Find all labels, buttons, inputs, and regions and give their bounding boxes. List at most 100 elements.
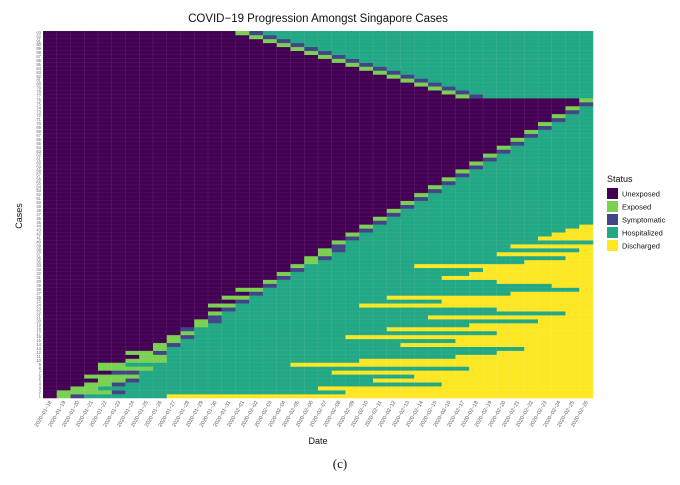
- cell-case-47-symptomatic: [386, 212, 401, 217]
- cell-case-34-hospitalized: [304, 263, 415, 269]
- cell-case-11-hospitalized: [166, 354, 456, 359]
- cell-case-84-exposed: [359, 66, 374, 71]
- cell-case-78-exposed: [441, 90, 456, 95]
- cell-case-13-discharged: [524, 346, 594, 351]
- y-tick-label: 80: [36, 82, 41, 87]
- cell-case-30-discharged: [496, 279, 594, 284]
- cell-case-63-hospitalized: [510, 149, 594, 154]
- y-tick-label: 81: [36, 78, 41, 83]
- cell-case-26-exposed: [221, 295, 250, 300]
- cell-case-29-discharged: [551, 283, 594, 288]
- y-tick-label: 59: [36, 165, 41, 170]
- cell-case-7-symptomatic: [111, 370, 140, 375]
- cell-case-18-hospitalized: [194, 326, 388, 332]
- cell-case-61-unexposed: [43, 157, 484, 162]
- cell-case-43-hospitalized: [373, 228, 566, 233]
- y-tick-label: 22: [36, 311, 41, 316]
- cell-case-68-unexposed: [43, 129, 525, 134]
- cell-case-60-hospitalized: [483, 161, 594, 166]
- cell-case-21-symptomatic: [208, 315, 223, 320]
- cell-case-50-hospitalized: [414, 200, 594, 205]
- cell-case-74-unexposed: [43, 105, 566, 111]
- cell-case-90-unexposed: [43, 42, 278, 48]
- cell-case-77-exposed: [455, 94, 470, 99]
- cell-case-1-hospitalized: [84, 394, 168, 399]
- cell-case-85-hospitalized: [373, 62, 594, 67]
- y-tick-label: 3: [39, 386, 42, 391]
- legend-label-hospitalized: Hospitalized: [622, 229, 663, 238]
- cell-case-36-exposed: [304, 255, 319, 261]
- y-tick-label: 27: [36, 291, 41, 296]
- cell-case-78-symptomatic: [455, 90, 470, 95]
- cell-case-17-exposed: [180, 330, 195, 336]
- cell-case-4-discharged: [441, 382, 594, 387]
- cell-case-2-discharged: [345, 390, 594, 395]
- y-tick-label: 2: [39, 389, 42, 394]
- cell-case-2-symptomatic: [111, 390, 126, 395]
- cell-case-7-hospitalized: [139, 370, 333, 375]
- y-tick-label: 30: [36, 279, 41, 284]
- cell-case-42-hospitalized: [359, 232, 553, 237]
- y-tick-label: 51: [36, 196, 41, 201]
- cell-case-42-unexposed: [43, 232, 346, 237]
- cell-case-77-unexposed: [43, 94, 456, 99]
- y-axis-label: Cases: [14, 203, 24, 229]
- y-tick-label: 41: [36, 236, 41, 241]
- y-tick-label: 65: [36, 141, 41, 146]
- cell-case-47-hospitalized: [400, 212, 594, 217]
- cell-case-38-unexposed: [43, 248, 319, 253]
- cell-case-44-unexposed: [43, 224, 360, 229]
- y-tick-labels: 1234567891011121314151617181920212223242…: [36, 30, 41, 398]
- cell-case-25-symptomatic: [235, 299, 250, 304]
- cell-case-89-symptomatic: [304, 46, 319, 52]
- legend-swatch-hospitalized: [607, 227, 618, 238]
- cell-case-87-symptomatic: [331, 54, 346, 59]
- cell-case-84-symptomatic: [373, 66, 388, 71]
- cell-case-32-hospitalized: [290, 271, 470, 276]
- cell-case-70-exposed: [538, 121, 553, 127]
- cell-case-55-symptomatic: [441, 180, 456, 186]
- legend-label-symptomatic: Symptomatic: [622, 216, 666, 225]
- y-tick-label: 29: [36, 283, 41, 288]
- cell-case-85-exposed: [345, 62, 360, 67]
- y-tick-label: 44: [36, 224, 41, 229]
- cell-case-35-unexposed: [43, 259, 305, 265]
- y-tick-label: 90: [36, 42, 41, 47]
- cell-case-5-exposed: [98, 378, 126, 383]
- cell-case-83-unexposed: [43, 70, 374, 75]
- cell-case-1-unexposed: [43, 394, 58, 399]
- cell-case-71-symptomatic: [551, 117, 566, 123]
- cell-case-27-discharged: [510, 291, 594, 296]
- y-tick-label: 24: [36, 303, 41, 308]
- cell-case-5-unexposed: [43, 378, 99, 383]
- cell-case-17-hospitalized: [194, 330, 498, 336]
- cell-case-65-hospitalized: [524, 141, 594, 146]
- cell-case-1-exposed: [56, 394, 71, 399]
- cell-case-73-symptomatic: [565, 109, 580, 115]
- cell-case-80-unexposed: [43, 82, 415, 87]
- cell-case-12-exposed: [125, 350, 154, 355]
- cell-case-84-hospitalized: [386, 66, 594, 71]
- cell-case-14-exposed: [153, 342, 168, 347]
- cell-case-37-unexposed: [43, 251, 319, 257]
- cell-case-37-hospitalized: [331, 251, 498, 257]
- cell-case-45-unexposed: [43, 220, 374, 225]
- cell-case-58-exposed: [455, 169, 470, 174]
- cell-case-17-unexposed: [43, 330, 181, 336]
- y-tick-label: 89: [36, 46, 41, 51]
- cell-case-72-exposed: [551, 113, 566, 119]
- cell-case-41-unexposed: [43, 236, 346, 241]
- cell-case-15-hospitalized: [180, 338, 456, 344]
- cell-case-22-hospitalized: [221, 311, 566, 316]
- cell-case-52-hospitalized: [428, 192, 594, 198]
- y-tick-label: 7: [39, 370, 42, 375]
- y-tick-label: 60: [36, 161, 41, 166]
- y-tick-label: 84: [36, 66, 41, 71]
- cell-case-60-exposed: [469, 161, 484, 166]
- y-tick-label: 69: [36, 125, 41, 130]
- cell-case-79-symptomatic: [441, 86, 456, 91]
- cell-case-1-discharged: [166, 394, 594, 399]
- cell-case-56-exposed: [441, 177, 456, 182]
- cell-case-4-symptomatic: [111, 382, 126, 387]
- y-tick-label: 49: [36, 204, 41, 209]
